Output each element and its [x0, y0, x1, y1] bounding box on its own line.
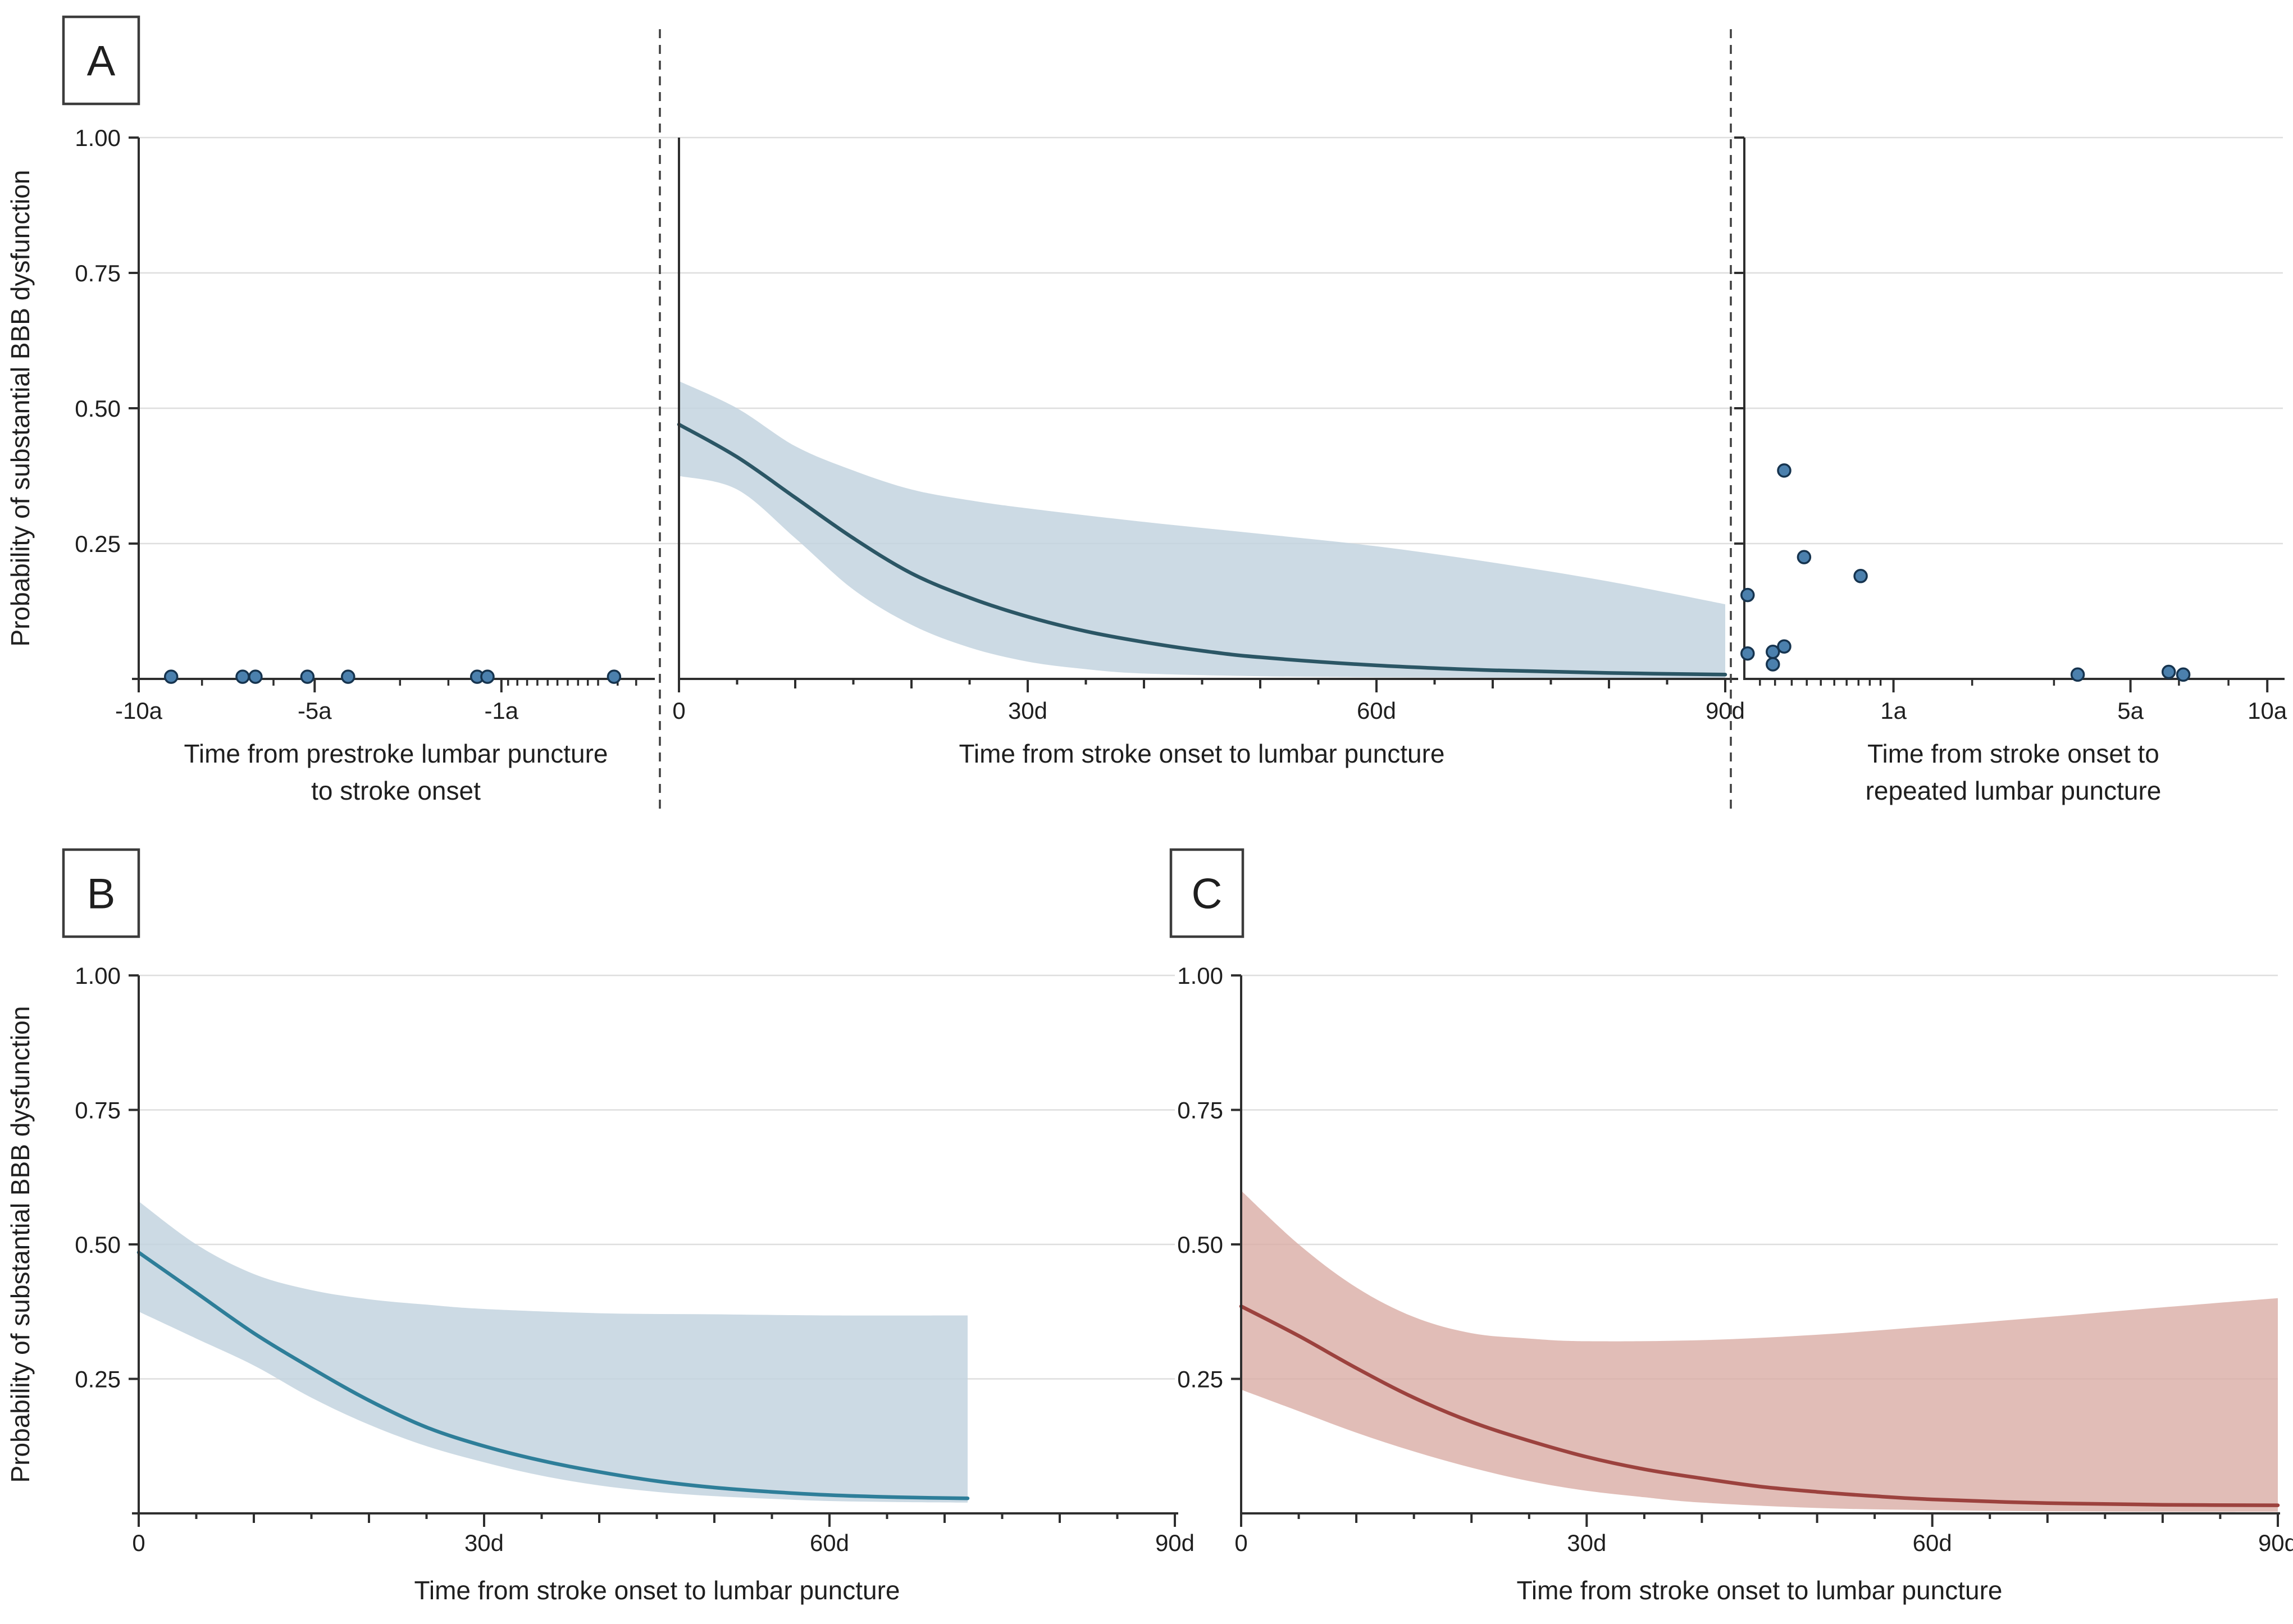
confidence-band [139, 1201, 968, 1503]
data-point [480, 669, 495, 684]
y-axis-tick-label: 0.75 [75, 1097, 121, 1124]
y-axis-tick-label: 0.75 [75, 260, 121, 286]
x-axis-label: Time from prestroke lumbar puncture [184, 739, 608, 768]
y-axis-tick-label: 0.25 [75, 1366, 121, 1393]
x-axis-tick-label: 90d [1706, 697, 1745, 724]
x-axis-tick-label: 30d [1567, 1530, 1606, 1556]
panel-label-box [62, 848, 140, 938]
data-point [163, 669, 179, 684]
x-axis-label: Time from stroke onset to lumbar punctur… [1517, 1576, 2003, 1605]
x-axis-label: repeated lumbar puncture [1866, 776, 2162, 805]
y-axis-tick-label: 1.00 [1177, 962, 1223, 989]
x-axis-label: Time from stroke onset to [1867, 739, 2159, 768]
data-point [1766, 645, 1780, 659]
data-point [2176, 667, 2191, 682]
x-axis-tick-label: 90d [1155, 1530, 1195, 1556]
mean-curve [1239, 1304, 2280, 1507]
mean-curve [136, 1251, 970, 1500]
data-point [341, 669, 355, 684]
data-point [1740, 646, 1755, 661]
x-axis-tick-label: 60d [1913, 1530, 1952, 1556]
x-axis-label: Time from stroke onset to lumbar punctur… [414, 1576, 900, 1605]
confidence-band [1241, 1190, 2278, 1512]
data-point [1777, 463, 1791, 478]
x-axis-tick-label: 0 [1234, 1530, 1247, 1556]
axes-layer [129, 136, 2285, 1527]
data-point [1777, 639, 1791, 654]
data-point [2070, 667, 2085, 682]
data-point [1766, 657, 1780, 672]
y-axis-tick-label: 0.50 [75, 395, 121, 422]
x-axis-tick-label: 10a [2248, 697, 2287, 724]
x-axis-tick-label: -1a [484, 697, 518, 724]
x-axis-tick-label: 30d [1008, 697, 1047, 724]
y-axis-tick-label: 1.00 [75, 125, 121, 151]
mean-curve [677, 422, 1727, 677]
data-point [1853, 569, 1868, 583]
y-axis-tick-label: 0.50 [75, 1231, 121, 1258]
data-point [1797, 550, 1812, 564]
x-axis-tick-label: 90d [2258, 1530, 2293, 1556]
text-layer: Probability of substantial BBB dysfuncti… [6, 125, 2293, 1605]
x-axis-tick-label: -5a [298, 697, 332, 724]
y-axis-tick-label: 0.25 [75, 531, 121, 557]
x-axis-tick-label: 60d [810, 1530, 849, 1556]
panel-label-box [62, 15, 140, 106]
x-axis-tick-label: 0 [672, 697, 685, 724]
y-axis-tick-label: 1.00 [75, 962, 121, 989]
data-point [300, 669, 315, 684]
scatter-layer [163, 463, 2191, 684]
y-axis-title-a: Probability of substantial BBB dysfuncti… [6, 170, 35, 647]
x-axis-tick-label: 60d [1357, 697, 1396, 724]
y-axis-tick-label: 0.75 [1177, 1097, 1223, 1124]
x-axis-tick-label: 30d [464, 1530, 504, 1556]
data-point [1740, 587, 1755, 603]
x-axis-label: Time from stroke onset to lumbar punctur… [959, 739, 1445, 768]
x-axis-tick-label: 1a [1880, 697, 1907, 724]
panel-label-box [1169, 848, 1244, 938]
panel-label: C [1192, 870, 1223, 918]
decoration-layer: A B C [62, 15, 1732, 938]
panel-label: B [87, 870, 116, 918]
y-axis-tick-label: 0.50 [1177, 1231, 1223, 1258]
panel-label: A [87, 38, 116, 85]
data-point [607, 669, 622, 684]
y-axis-tick-label: 0.25 [1177, 1366, 1223, 1393]
x-axis-tick-label: 5a [2117, 697, 2144, 724]
data-point [248, 669, 263, 684]
confidence-band [679, 381, 1725, 678]
x-axis-label: to stroke onset [311, 776, 481, 805]
data-point [235, 669, 250, 684]
y-axis-title-b: Probability of substantial BBB dysfuncti… [6, 1006, 35, 1483]
data-point [2161, 664, 2176, 679]
series-layer [136, 381, 2280, 1512]
x-axis-tick-label: 0 [132, 1530, 145, 1556]
x-axis-tick-label: -10a [115, 697, 163, 724]
